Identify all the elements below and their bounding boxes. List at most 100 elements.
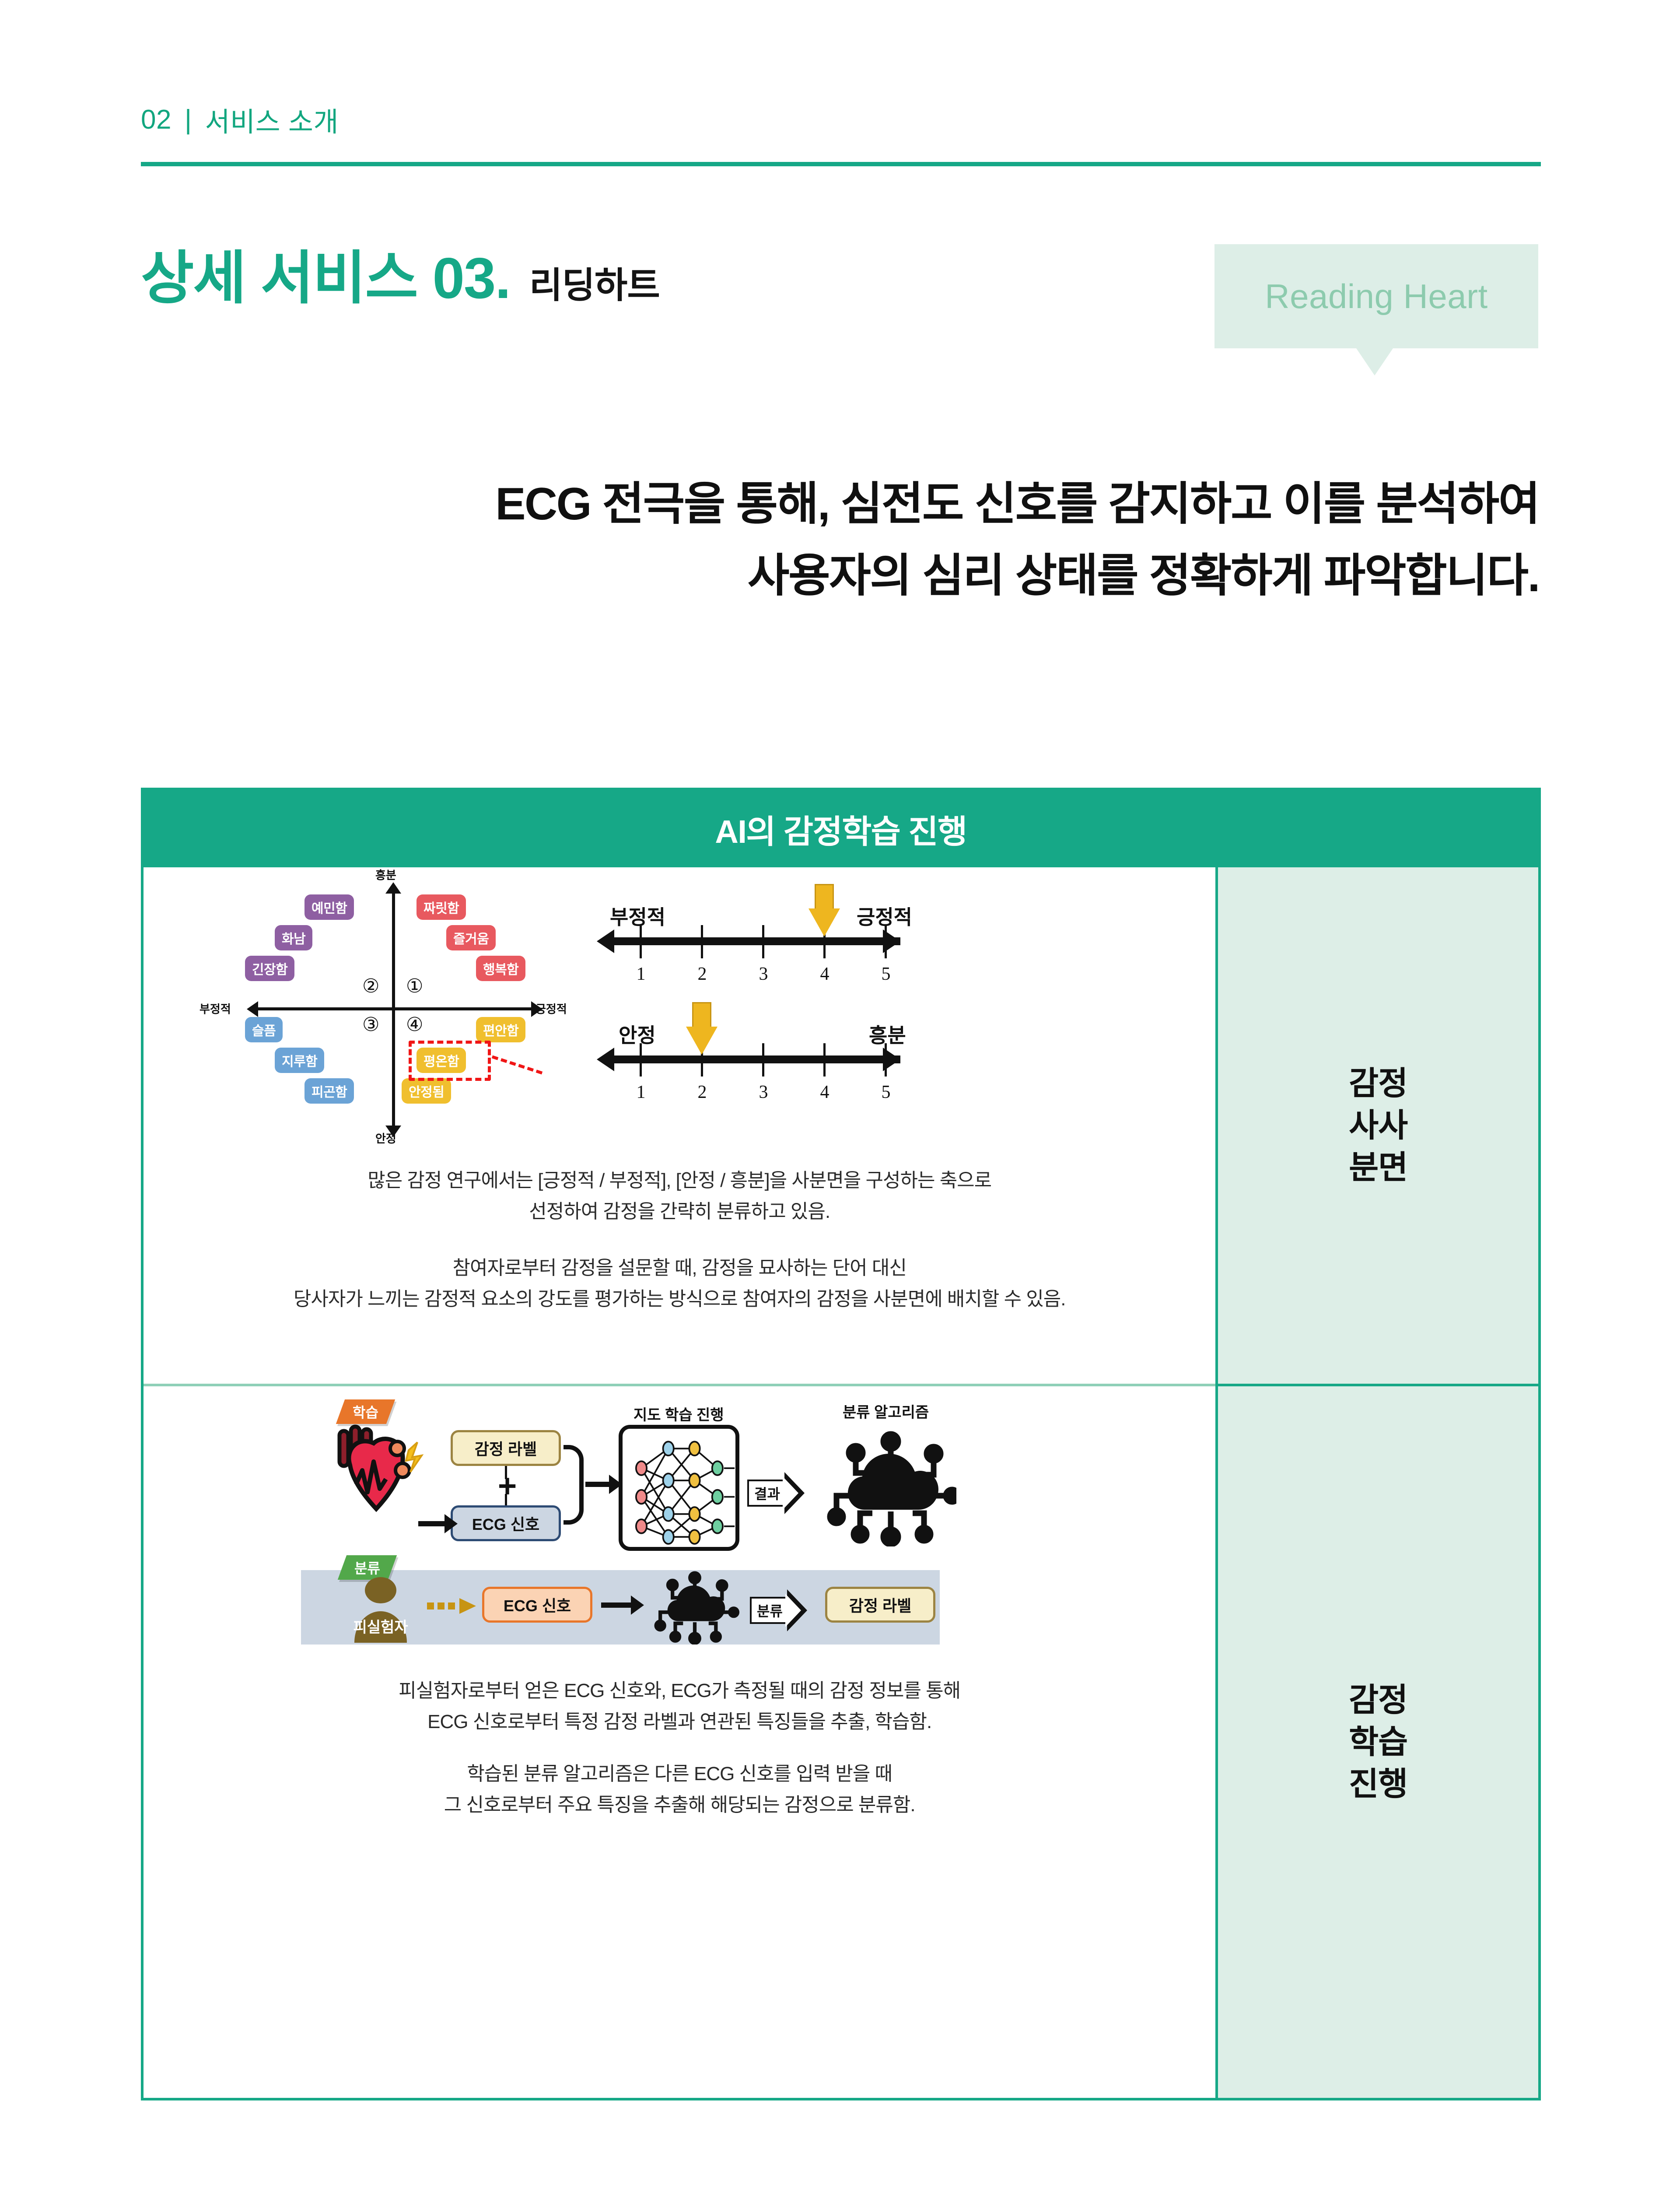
header-divider <box>141 162 1541 166</box>
emotion-label-output-box: 감정 라벨 <box>825 1587 935 1623</box>
table-body: 흥분 안정 부정적 긍정적 ① ② ③ ④ 예민함 화남 긴장함 슬픔 지루함 … <box>144 867 1538 2098</box>
scale-tick <box>640 1043 642 1076</box>
caption-line: 많은 감정 연구에서는 [긍정적 / 부정적], [안정 / 흥분]을 사분면을… <box>368 1170 992 1191</box>
axis-label-positive: 긍정적 <box>536 1003 567 1016</box>
breadcrumb-divider: | <box>184 104 192 135</box>
ecg-signal-box: ECG 신호 <box>451 1505 561 1541</box>
scale-label-right: 흥분 <box>869 1024 906 1047</box>
scale-tick-label: 1 <box>636 964 646 984</box>
emotion-label-box: 감정 라벨 <box>451 1430 561 1466</box>
scale-tick <box>885 1043 887 1076</box>
table-left-column: 흥분 안정 부정적 긍정적 ① ② ③ ④ 예민함 화남 긴장함 슬픔 지루함 … <box>144 867 1216 2098</box>
plus-sign: + <box>498 1468 517 1504</box>
table-row: 흥분 안정 부정적 긍정적 ① ② ③ ④ 예민함 화남 긴장함 슬픔 지루함 … <box>144 867 1216 1386</box>
result-arrow: 결과 <box>747 1472 805 1514</box>
scale-tick <box>701 1043 703 1076</box>
emotion-chip: 편안함 <box>476 1017 526 1042</box>
emotion-chip: 긴장함 <box>245 956 295 981</box>
emotion-chip: 피곤함 <box>304 1078 354 1104</box>
row-label-emotion-learning: 감정 학습 진행 <box>1218 1386 1538 2098</box>
classify-banner-label: 분류 <box>354 1560 380 1576</box>
x-axis-arrow-left-icon <box>247 1001 258 1017</box>
merge-brace-icon <box>564 1445 584 1525</box>
scale-arousal: 1 2 3 4 5 안정 흥분 <box>594 1002 918 1107</box>
scale-tick-label: 1 <box>636 1082 646 1102</box>
plus-connector <box>505 1466 507 1479</box>
row-label-line: 진행 <box>1349 1765 1408 1802</box>
page-title: 상세 서비스 03. 리딩하트 <box>141 249 660 307</box>
breadcrumb: 02 | 서비스 소개 <box>141 100 339 139</box>
caption-line: 참여자로부터 감정을 설문할 때, 감정을 묘사하는 단어 대신 <box>452 1257 907 1279</box>
headline-line-1: ECG 전극을 통해, 심전도 신호를 감지하고 이를 분석하여 <box>495 479 1540 529</box>
supervised-learning-label: 지도 학습 진행 <box>634 1407 724 1424</box>
scale-tick <box>823 1043 826 1076</box>
headline: ECG 전극을 통해, 심전도 신호를 감지하고 이를 분석하여 사용자의 심리… <box>384 468 1540 612</box>
table-header: AI의 감정학습 진행 <box>144 790 1538 867</box>
scale-arrow-left-icon <box>597 1048 614 1071</box>
emotion-chip: 행복함 <box>476 956 526 981</box>
y-axis-arrow-down-icon <box>385 1126 401 1137</box>
emotion-chip: 즐거움 <box>446 925 496 950</box>
status-badge-label: Reading Heart <box>1265 277 1488 316</box>
row-label-line: 분면 <box>1349 1149 1408 1185</box>
row-label-line: 감정 <box>1349 1065 1408 1102</box>
scale-selected-marker <box>808 884 840 936</box>
cloud-network-icon <box>827 1431 956 1546</box>
scale-tick <box>823 925 826 958</box>
scale-arrow-left-icon <box>597 929 614 953</box>
train-banner: 학습 <box>336 1399 396 1424</box>
scale-tick-label: 4 <box>820 1082 830 1102</box>
quadrant-number-2: ② <box>362 975 380 997</box>
plus-connector <box>505 1494 507 1505</box>
row-caption: 많은 감정 연구에서는 [긍정적 / 부정적], [안정 / 흥분]을 사분면을… <box>144 1165 1215 1227</box>
page-title-sub: 리딩하트 <box>529 266 660 305</box>
subject-to-ecg-arrow-icon <box>427 1598 476 1614</box>
neural-network-icon <box>635 1441 735 1545</box>
ecg-to-cloud-arrow-icon <box>601 1595 644 1615</box>
scale-tick <box>701 925 703 958</box>
axis-label-excited: 흥분 <box>375 869 396 882</box>
train-banner-label: 학습 <box>353 1405 378 1420</box>
headline-line-2: 사용자의 심리 상태를 정확하게 파악합니다. <box>747 551 1540 602</box>
row-caption: 피실험자로부터 얻은 ECG 신호와, ECG가 측정될 때의 감정 정보를 통… <box>144 1675 1215 1738</box>
scale-tick-label: 5 <box>881 964 891 984</box>
scale-label-left: 안정 <box>619 1024 656 1047</box>
emotion-chip: 슬픔 <box>245 1017 283 1042</box>
scale-tick <box>640 925 642 958</box>
emotion-chip: 화남 <box>275 925 313 950</box>
ecg-signal-box-classify: ECG 신호 <box>482 1587 592 1623</box>
row-label-emotion-quadrant: 감정 사사 분면 <box>1218 867 1538 1386</box>
caption-line: 그 신호로부터 주요 특징을 추출해 해당되는 감정으로 분류함. <box>444 1794 916 1816</box>
scale-tick <box>762 1043 764 1076</box>
caption-line: ECG 신호로부터 특정 감정 라벨과 연관된 특징들을 추출, 학습함. <box>427 1711 932 1733</box>
y-axis-arrow-up-icon <box>385 882 401 894</box>
ml-pipeline-diagram: 학습 <box>301 1399 1014 1645</box>
scale-label-left: 부정적 <box>610 906 665 929</box>
scale-positivity: 1 2 3 4 5 부정적 긍정적 <box>594 884 918 989</box>
axis-label-calm: 안정 <box>375 1132 396 1145</box>
scale-label-right: 긍정적 <box>857 906 912 929</box>
emotion-chip: 지루함 <box>275 1048 325 1073</box>
scale-axis <box>612 937 900 945</box>
caption-line: 선정하여 감정을 간략히 분류하고 있음. <box>529 1201 830 1223</box>
scale-tick-label: 5 <box>881 1082 891 1102</box>
emotion-chip: 예민함 <box>304 894 354 920</box>
scale-tick-label: 3 <box>759 964 768 984</box>
row-caption: 학습된 분류 알고리즘은 다른 ECG 신호를 입력 받을 때 그 신호로부터 … <box>144 1758 1215 1821</box>
breadcrumb-number: 02 <box>141 104 172 135</box>
quadrant-number-3: ③ <box>362 1014 380 1035</box>
subject-label-text: 피실험자 <box>353 1619 408 1636</box>
neural-network-box <box>619 1425 739 1551</box>
highlight-connector-line <box>491 1055 543 1075</box>
breadcrumb-label: 서비스 소개 <box>205 107 339 137</box>
status-badge: Reading Heart <box>1214 244 1538 348</box>
scale-tick-label: 2 <box>697 1082 707 1102</box>
content-table: AI의 감정학습 진행 흥분 안정 부정적 <box>141 788 1541 2100</box>
quadrant-number-1: ① <box>406 975 424 997</box>
emotion-chip: 안정됨 <box>402 1078 452 1104</box>
classify-output-arrow-label: 분류 <box>757 1603 783 1619</box>
emotion-chip: 짜릿함 <box>416 894 466 920</box>
quadrant-number-4: ④ <box>406 1014 424 1035</box>
algorithm-label: 분류 알고리즘 <box>843 1404 929 1421</box>
